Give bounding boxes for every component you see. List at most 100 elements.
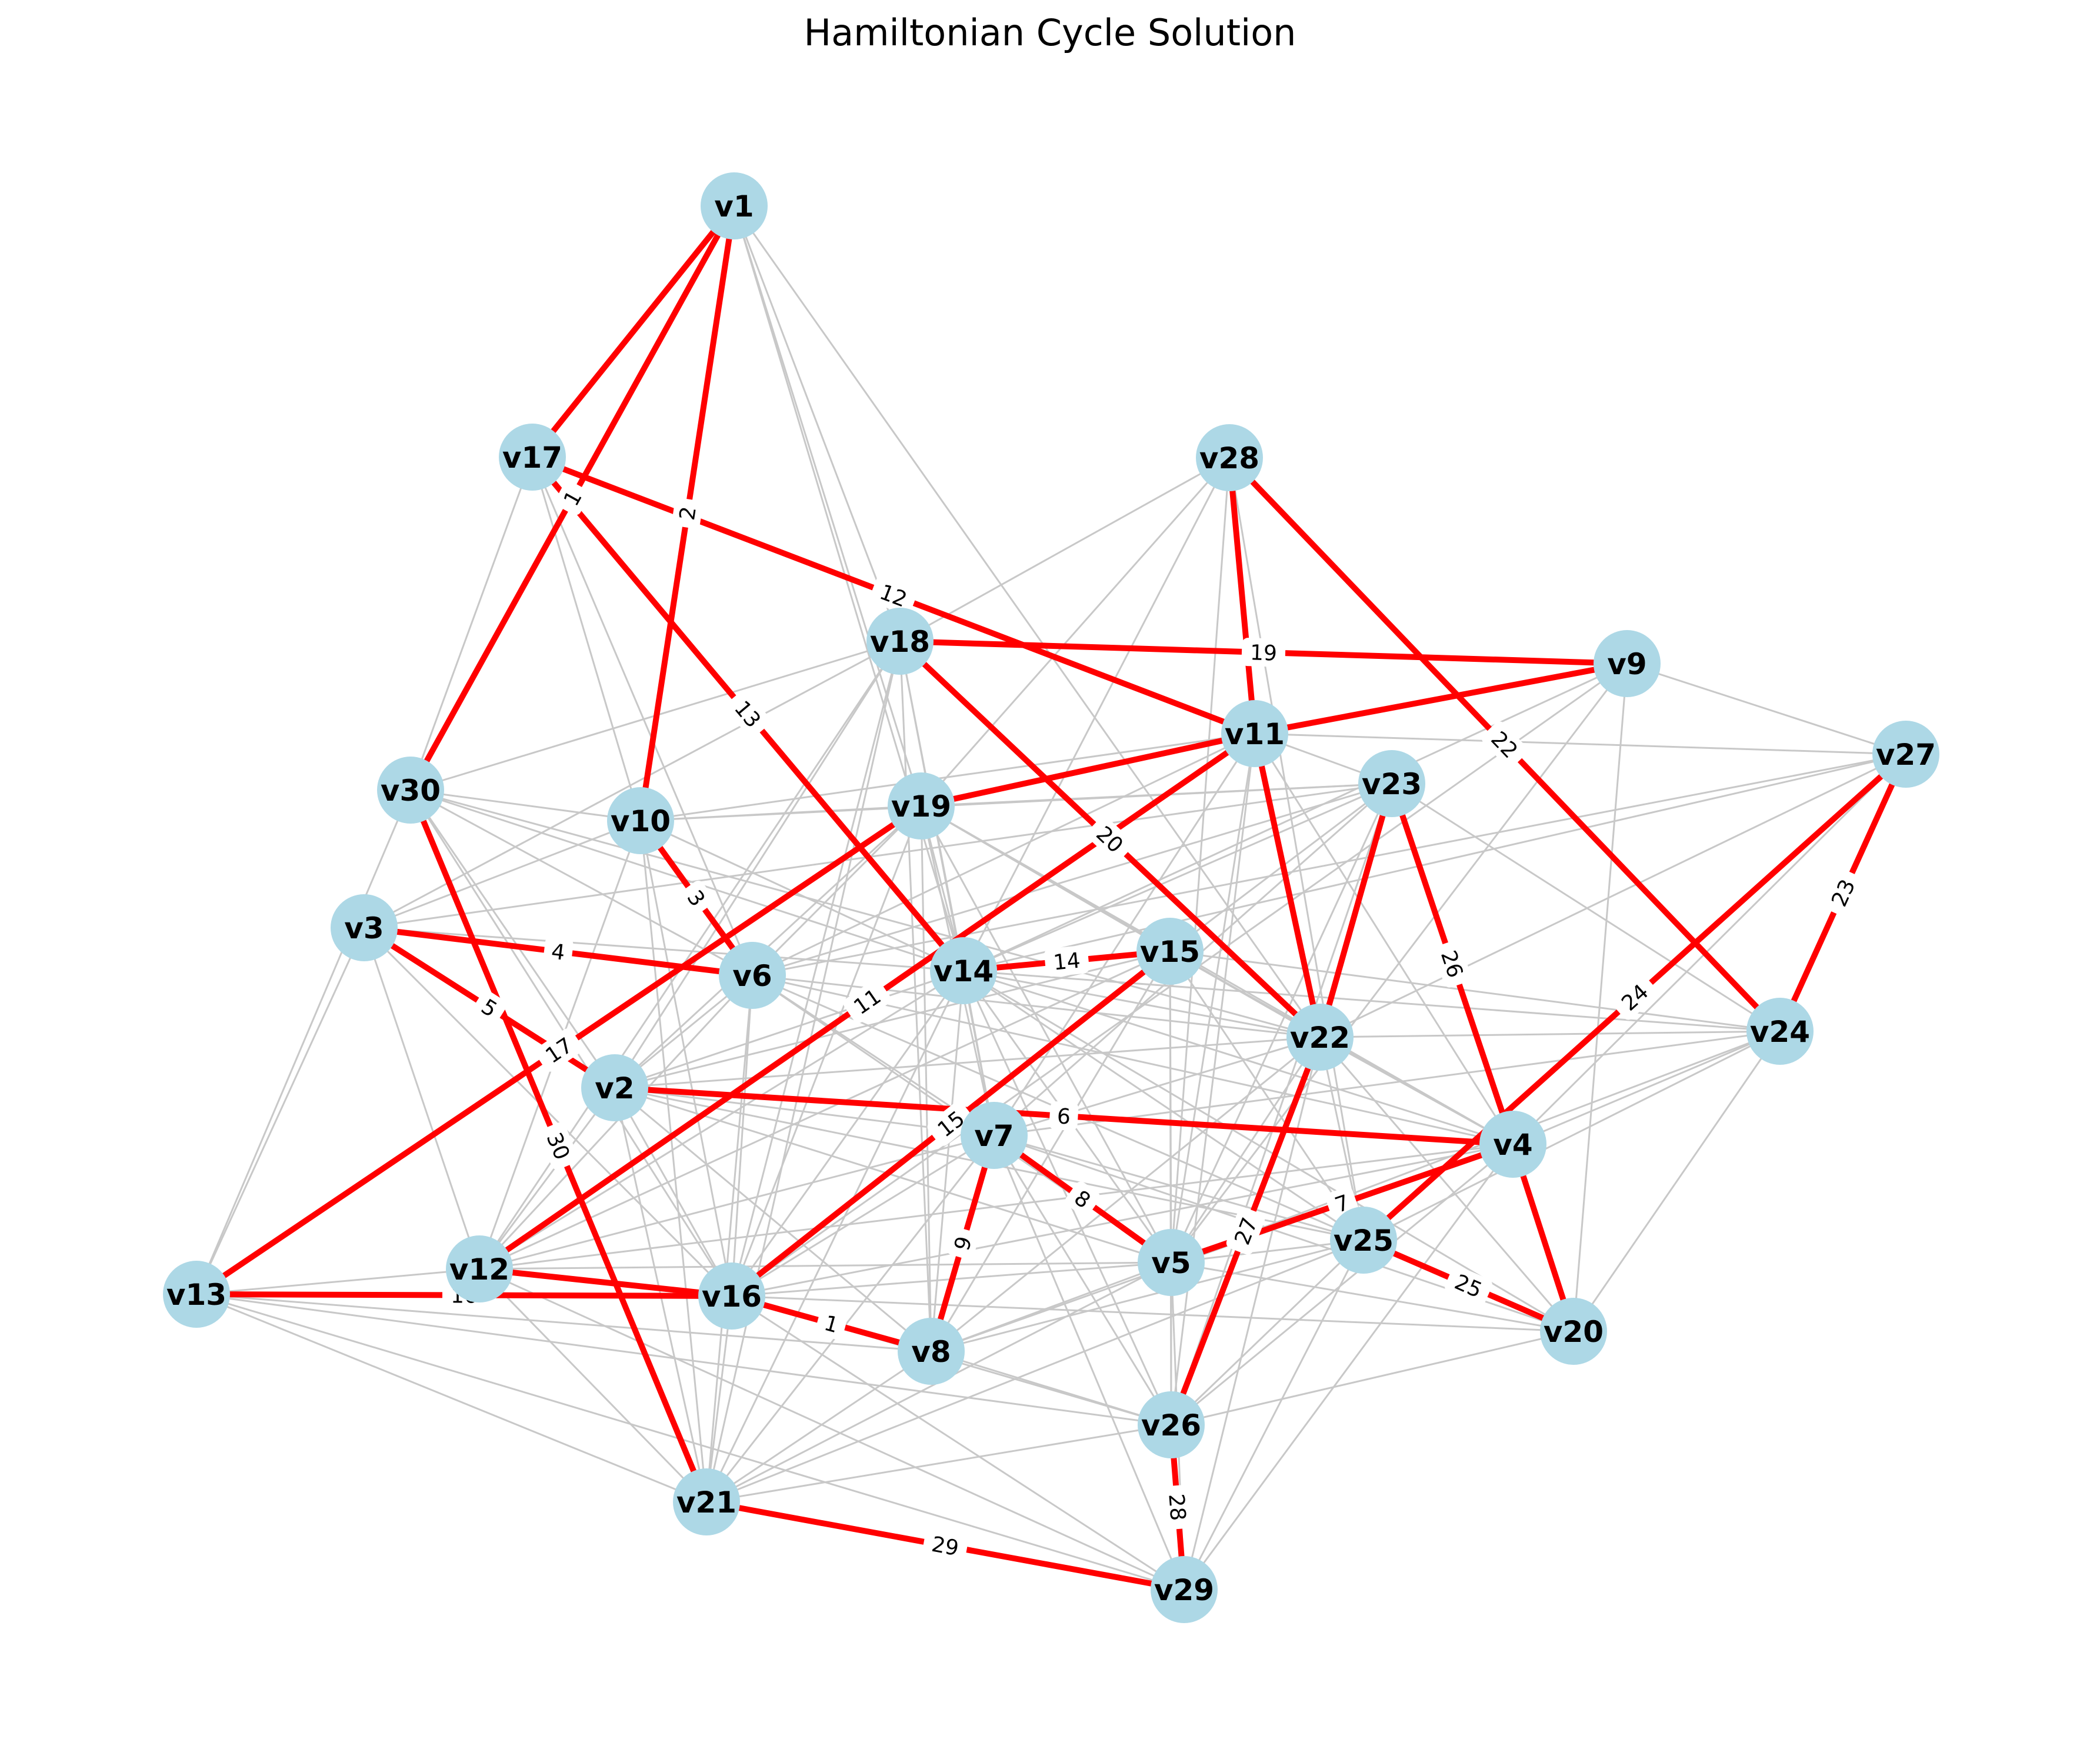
node-label: v27	[1876, 738, 1936, 772]
node-v16: v16	[698, 1262, 765, 1330]
edge-v22-v4	[1319, 1036, 1514, 1145]
edge-label-bg	[1086, 816, 1134, 862]
edge-label: 19	[1249, 641, 1277, 665]
node-circle	[1330, 1207, 1397, 1274]
node-v22: v22	[1286, 1004, 1354, 1071]
edge-v25-v29	[1183, 1240, 1365, 1590]
edge-label-group: 19	[1241, 638, 1286, 667]
edge-v25-v21	[706, 1239, 1364, 1503]
edge-v18-v2	[614, 641, 901, 1088]
edge-label-bg	[843, 980, 891, 1023]
node-circle	[673, 1468, 740, 1535]
edge-label-bg	[1044, 945, 1089, 977]
edge-v7-v21	[705, 1135, 995, 1503]
node-label: v21	[676, 1485, 736, 1520]
cycle-edge-v23-v22	[1317, 781, 1395, 1040]
edge-v8-v26	[931, 1350, 1172, 1426]
edge-v6-v12	[478, 974, 754, 1270]
edge-v28-v14	[962, 457, 1231, 971]
node-v11: v11	[1221, 700, 1288, 767]
edge-v24-v5	[1171, 1030, 1781, 1264]
node-label: v19	[891, 789, 951, 824]
node-circle	[163, 1261, 230, 1328]
edge-v14-v16	[731, 970, 965, 1297]
edge-v25-v26	[1170, 1239, 1365, 1426]
edge-v2-v5	[614, 1087, 1172, 1264]
edge-v13-v29	[196, 1293, 1185, 1591]
edge-v2-v8	[614, 1087, 932, 1352]
node-v30: v30	[377, 757, 444, 824]
edge-v4-v26	[1171, 1143, 1514, 1426]
edge-v15-v12	[479, 950, 1171, 1270]
node-label: v11	[1225, 717, 1285, 751]
edge-v1-v14	[733, 205, 965, 971]
node-v23: v23	[1358, 750, 1425, 817]
edge-v4-v12	[479, 1143, 1514, 1270]
edge-v24-v4	[1512, 1030, 1781, 1145]
edge-v17-v30	[409, 457, 534, 791]
edge-v1-v22	[733, 205, 1321, 1038]
node-circle	[1594, 630, 1661, 697]
node-v10: v10	[607, 787, 674, 854]
edge-v9-v27	[1626, 662, 1906, 755]
cycle-edge-v11-v28	[1226, 455, 1258, 737]
cycle-edge-v17-v1	[529, 203, 737, 460]
edge-v23-v24	[1391, 782, 1781, 1032]
node-circle	[1151, 1556, 1218, 1623]
edge-label-group: 12	[869, 576, 918, 615]
edge-v28-v18	[899, 457, 1230, 642]
edge-v3-v14	[364, 927, 964, 972]
edge-v14-v12	[479, 970, 964, 1270]
edge-v19-v5	[920, 805, 1172, 1263]
node-v19: v19	[888, 772, 955, 839]
edge-v22-v5	[1170, 1037, 1321, 1263]
edge-v18-v12	[478, 641, 901, 1270]
node-v13: v13	[163, 1261, 230, 1328]
node-label: v16	[702, 1280, 762, 1314]
node-label: v26	[1141, 1408, 1201, 1442]
node-label: v18	[870, 625, 930, 659]
node-circle	[1136, 918, 1204, 985]
edge-label-group: 1	[815, 1307, 848, 1340]
node-v20: v20	[1540, 1298, 1607, 1365]
node-circle	[499, 424, 566, 491]
node-circle	[898, 1318, 965, 1385]
node-v14: v14	[930, 937, 997, 1004]
edge-v23-v3	[364, 782, 1392, 929]
node-label: v2	[595, 1071, 634, 1105]
edge-v23-v6	[752, 782, 1392, 977]
edge-label: 29	[929, 1533, 960, 1561]
node-v7: v7	[961, 1102, 1028, 1169]
edge-v18-v8	[899, 641, 932, 1352]
node-v5: v5	[1138, 1229, 1205, 1296]
node-v26: v26	[1138, 1391, 1205, 1458]
edge-v27-v6	[752, 753, 1906, 977]
edge-label-bg	[1241, 638, 1286, 667]
node-label: v1	[714, 189, 754, 224]
node-circle	[719, 942, 786, 1009]
edge-v12-v29	[479, 1268, 1185, 1591]
edge-v23-v5	[1170, 783, 1393, 1263]
edge-label: 6	[1056, 1104, 1071, 1129]
edge-v14-v8	[930, 970, 965, 1352]
node-label: v20	[1544, 1315, 1604, 1349]
node-circle	[701, 172, 768, 239]
edge-v12-v21	[478, 1268, 708, 1503]
edge-v25-v8	[931, 1239, 1364, 1352]
edge-label-group: 1	[555, 481, 590, 515]
nodes: v1 v2 v3 v4 v5 v6 v7 v8 v9 v10 v11 v12 v13 v14 v15 v16 v…	[163, 172, 1939, 1623]
cycle-edge-v19-v11	[918, 731, 1258, 809]
edge-v11-v10	[640, 732, 1255, 822]
edge-label-bg	[1823, 869, 1863, 917]
edge-label-group: 14	[1044, 945, 1089, 977]
node-circle	[1540, 1298, 1607, 1365]
node-circle	[1221, 700, 1288, 767]
edge-v7-v25	[994, 1134, 1364, 1241]
edge-v23-v26	[1170, 783, 1393, 1425]
edge-v1-v19	[733, 205, 922, 807]
node-label: v8	[911, 1335, 951, 1369]
node-label: v4	[1493, 1128, 1532, 1162]
edge-label-group: 9	[946, 1227, 979, 1260]
edge-v11-v4	[1254, 733, 1514, 1145]
